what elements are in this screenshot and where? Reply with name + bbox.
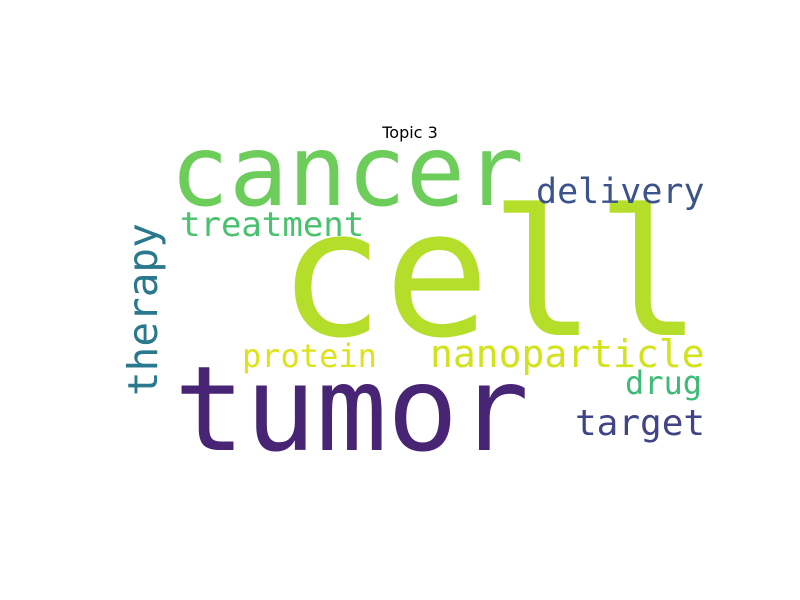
word-drug: drug: [625, 364, 702, 402]
word-cancer: cancer: [170, 115, 524, 229]
word-delivery: delivery: [536, 172, 705, 212]
word-cell: cell: [278, 172, 702, 377]
word-therapy: therapy: [119, 223, 167, 396]
word-protein: protein: [242, 337, 377, 375]
chart-title: Topic 3: [382, 123, 438, 142]
word-tumor: tumor: [174, 340, 529, 478]
word-nanoparticle: nanoparticle: [430, 332, 705, 376]
word-target: target: [575, 403, 705, 444]
word-treatment: treatment: [180, 205, 364, 245]
